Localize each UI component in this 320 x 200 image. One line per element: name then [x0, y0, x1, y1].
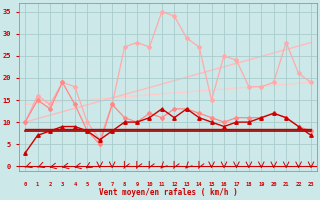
X-axis label: Vent moyen/en rafales ( km/h ): Vent moyen/en rafales ( km/h ) [99, 188, 237, 197]
